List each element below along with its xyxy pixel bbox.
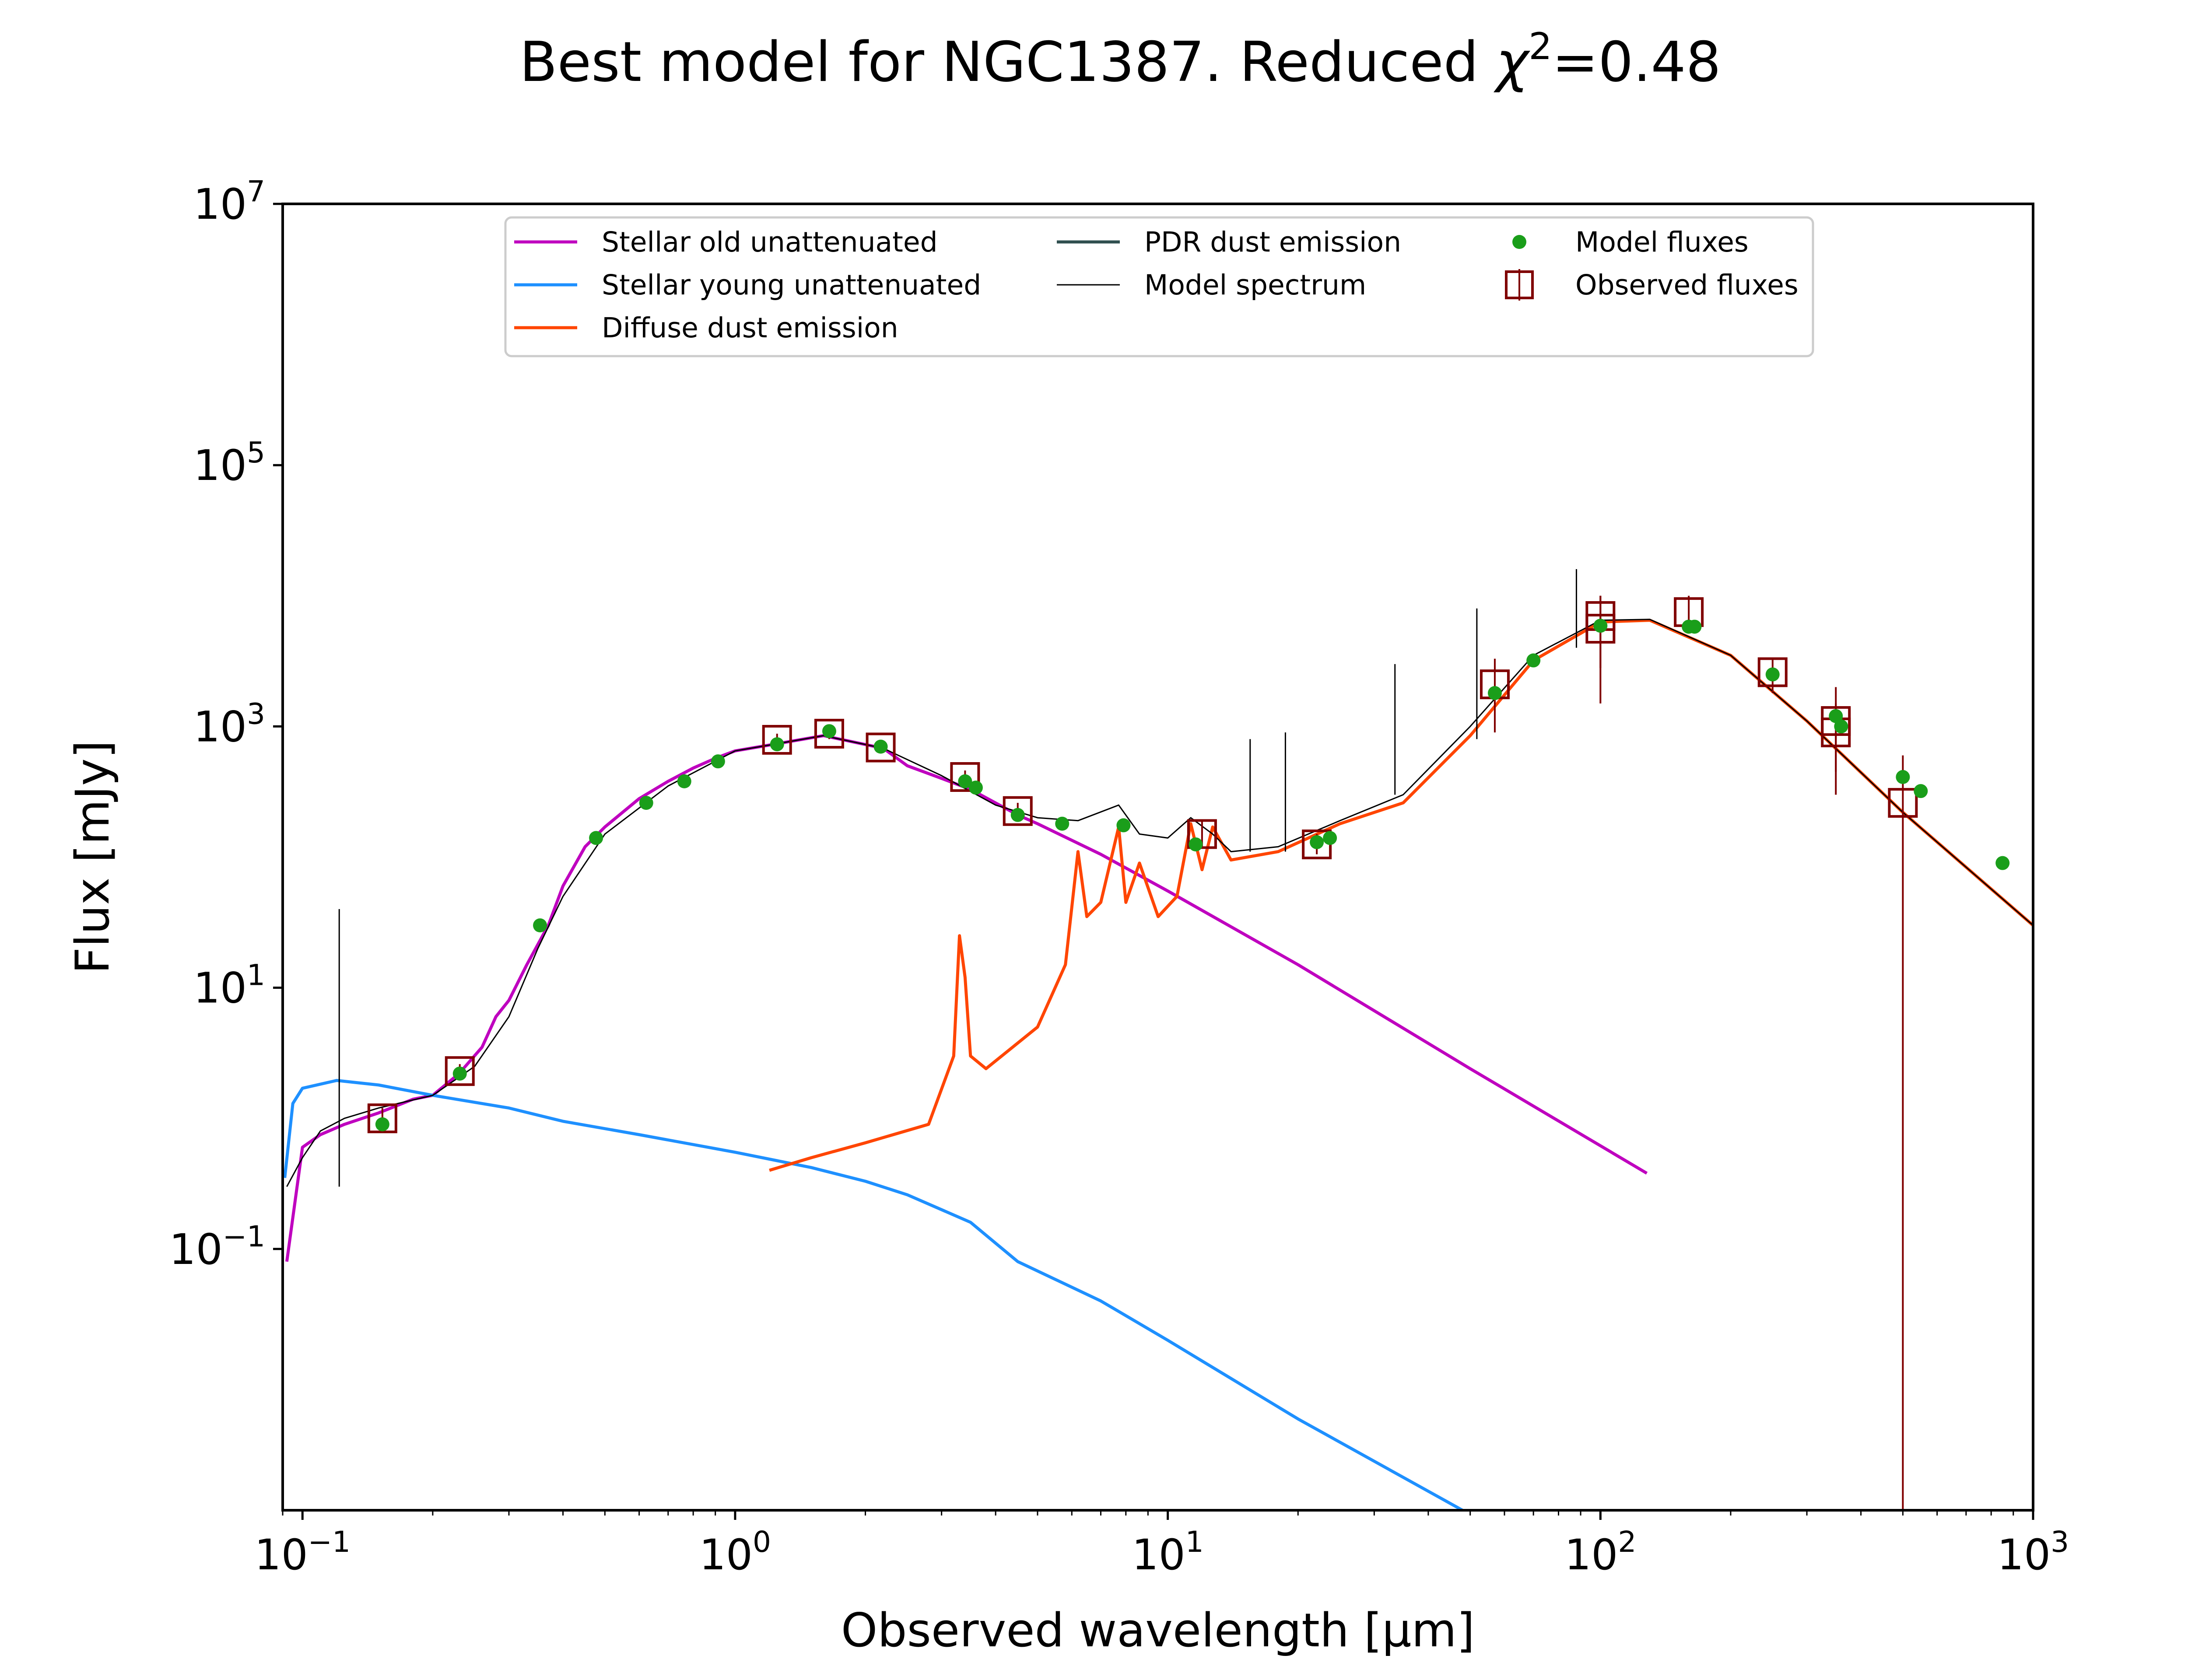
- x-tick-label-base: 10: [1997, 1530, 2051, 1579]
- observed-flux-marker: [445, 1056, 475, 1086]
- x-tick-label: 101: [1132, 1525, 1204, 1579]
- legend-stellar-old-unattenuated-label: Stellar old unattenuated: [602, 226, 938, 258]
- legend-frame: [504, 216, 1814, 357]
- legend-stellar-young-unattenuated-label: Stellar young unattenuated: [602, 269, 981, 301]
- title-main: Best model for NGC1387. Reduced: [519, 30, 1496, 94]
- y-tick-label: 103: [193, 697, 265, 751]
- x-tick-label: 102: [1564, 1525, 1636, 1579]
- x-tick-label-exp: 2: [1618, 1525, 1636, 1559]
- model-flux-point: [1189, 837, 1203, 852]
- title-value: =0.48: [1552, 30, 1721, 94]
- legend-model-fluxes-swatch: [1512, 235, 1526, 249]
- x-tick-label-base: 10: [255, 1530, 308, 1579]
- y-tick-label-exp: −1: [223, 1220, 265, 1253]
- legend: Stellar old unattenuated Stellar young un…: [504, 216, 1814, 357]
- y-axis-label: Flux [mJy]: [66, 740, 119, 974]
- model-flux-point: [968, 780, 983, 795]
- x-axis-label: Observed wavelength [μm]: [841, 1603, 1475, 1657]
- series-stellar-young-unattenuated: [283, 1079, 1463, 1510]
- model-flux-point: [1914, 784, 1928, 798]
- observed-flux-marker: [1757, 657, 1788, 687]
- points-layer: [367, 595, 2010, 1510]
- y-tick-label-base: 10: [193, 964, 247, 1013]
- model-flux-point: [1995, 856, 2010, 870]
- model-flux-point: [533, 918, 547, 933]
- legend-pdr-dust-emission-label: PDR dust emission: [1144, 226, 1401, 258]
- series-layer: [283, 569, 2033, 1510]
- x-tick-label-exp: 0: [753, 1525, 771, 1559]
- model-flux-point: [589, 831, 603, 845]
- x-tick-label-base: 10: [1132, 1530, 1185, 1579]
- model-flux-point: [873, 739, 888, 754]
- y-tick-label-exp: 7: [247, 175, 265, 208]
- observed-flux-marker: [1585, 613, 1616, 644]
- model-flux-point: [958, 774, 972, 788]
- model-flux-point: [1896, 770, 1910, 784]
- x-tick-label-exp: 1: [1185, 1525, 1204, 1559]
- model-flux-point: [452, 1066, 467, 1081]
- x-tick-label: 103: [1997, 1525, 2069, 1579]
- y-tick-label-exp: 3: [247, 697, 265, 731]
- title-chi: χ: [1494, 30, 1531, 94]
- model-flux-point: [711, 754, 725, 769]
- y-tick-label: 10−1: [169, 1220, 265, 1274]
- y-tick-label-base: 10: [193, 180, 247, 229]
- x-tick-label-exp: 3: [2051, 1525, 2069, 1559]
- observed-flux-marker: [1187, 819, 1217, 849]
- model-flux-point: [1116, 818, 1131, 833]
- observed-flux-marker: [1003, 796, 1033, 826]
- chart-title: Best model for NGC1387. Reduced χ2=0.48: [519, 25, 1721, 94]
- x-axis: 10−1 100 101 102 103: [255, 1510, 2069, 1579]
- y-tick-label: 107: [193, 175, 265, 229]
- y-tick-label-exp: 1: [247, 959, 265, 992]
- model-flux-point: [1765, 667, 1780, 682]
- model-flux-point: [375, 1117, 389, 1131]
- model-flux-point: [1010, 808, 1025, 822]
- observed-flux-marker: [367, 1103, 397, 1134]
- y-tick-label-exp: 5: [247, 436, 265, 469]
- model-flux-point: [822, 724, 836, 738]
- y-tick-label-base: 10: [193, 441, 247, 490]
- model-flux-point: [1834, 719, 1848, 734]
- x-tick-label-base: 10: [699, 1530, 753, 1579]
- model-flux-point: [677, 774, 691, 788]
- series-model-spectrum: [286, 619, 2033, 1187]
- y-tick-label: 101: [193, 959, 265, 1013]
- title-chi-exp: 2: [1529, 25, 1552, 68]
- x-tick-label: 100: [699, 1525, 771, 1579]
- y-tick-label-base: 10: [169, 1225, 223, 1274]
- model-flux-point: [1055, 816, 1069, 831]
- y-tick-label: 105: [193, 436, 265, 490]
- model-flux-point: [1310, 835, 1324, 849]
- model-flux-point: [1323, 831, 1337, 845]
- model-flux-point: [770, 737, 784, 752]
- x-tick-label-exp: −1: [308, 1525, 351, 1559]
- observed-flux-marker: [1888, 788, 1918, 818]
- y-tick-label-base: 10: [193, 702, 247, 751]
- x-tick-label-base: 10: [1564, 1530, 1618, 1579]
- observed-flux-marker: [814, 718, 844, 749]
- model-flux-point: [1487, 686, 1502, 700]
- legend-observed-fluxes-label: Observed fluxes: [1575, 269, 1799, 301]
- observed-flux-marker: [866, 732, 896, 763]
- model-flux-point: [1526, 653, 1541, 668]
- series-diffuse-dust-emission: [769, 619, 2033, 1172]
- model-flux-point: [1829, 709, 1843, 723]
- observed-flux-marker: [950, 762, 980, 792]
- plot-area: [281, 203, 2034, 1512]
- observed-flux-marker: [762, 724, 792, 755]
- legend-model-spectrum-label: Model spectrum: [1144, 269, 1366, 301]
- plot-frame: [281, 203, 2034, 1512]
- legend-diffuse-dust-emission-label: Diffuse dust emission: [602, 312, 898, 344]
- legend-model-fluxes-label: Model fluxes: [1575, 226, 1749, 258]
- x-tick-label: 10−1: [255, 1525, 351, 1579]
- model-flux-point: [1687, 620, 1702, 634]
- model-flux-point: [639, 796, 653, 810]
- model-flux-point: [1593, 619, 1608, 633]
